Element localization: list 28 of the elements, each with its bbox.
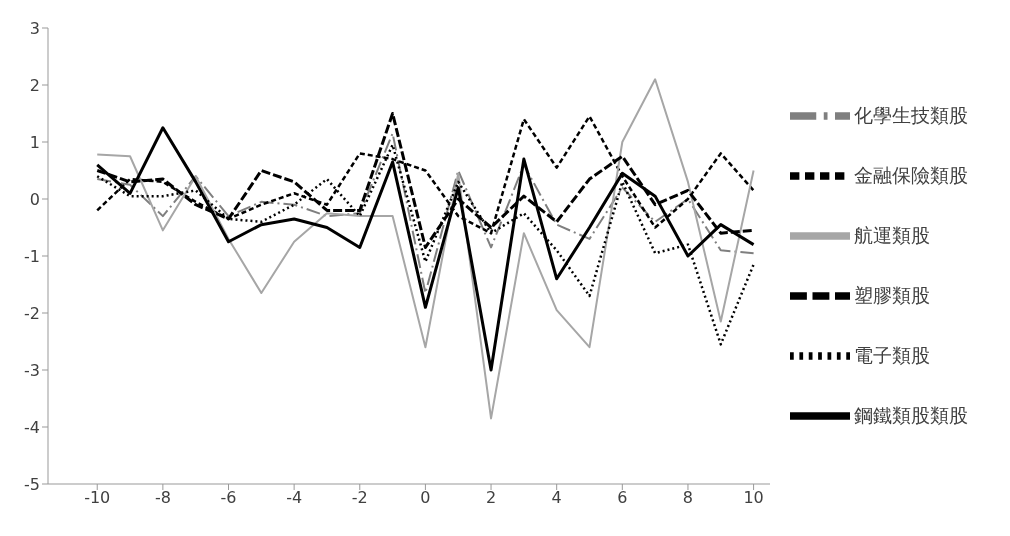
y-tick-label: -2 <box>24 303 40 323</box>
y-tick-label: 1 <box>29 132 40 152</box>
legend-label: 電子類股 <box>854 343 930 366</box>
x-tick-label: -6 <box>220 488 237 508</box>
legend-label: 航運類股 <box>854 223 930 246</box>
x-tick-label: -8 <box>154 488 171 508</box>
x-tick-label: 4 <box>551 488 562 508</box>
y-tick-label: 0 <box>29 189 40 209</box>
x-tick-label: -4 <box>286 488 303 508</box>
x-tick-label: 2 <box>485 488 497 508</box>
y-tick-label: 2 <box>29 75 40 95</box>
y-tick-label: -4 <box>24 417 40 437</box>
x-tick-label: 8 <box>682 488 694 508</box>
y-tick-label: -5 <box>24 474 40 494</box>
x-tick-label: -2 <box>351 488 368 508</box>
legend-label: 化學生技類股 <box>854 103 968 126</box>
x-tick-label: 0 <box>420 488 431 508</box>
legend-label: 塑膠類股 <box>854 283 930 306</box>
y-tick-label: -3 <box>24 360 40 380</box>
line-series <box>96 78 755 420</box>
x-tick-label: -10 <box>84 488 111 508</box>
legend-label: 鋼鐵類股類股 <box>854 403 968 426</box>
legend-label: 金融保險類股 <box>854 163 968 186</box>
line-series <box>96 132 755 295</box>
x-tick-label: 10 <box>743 488 764 508</box>
y-tick-label: -1 <box>24 246 40 266</box>
x-tick-label: 6 <box>617 488 628 508</box>
y-tick-label: 3 <box>29 18 40 38</box>
